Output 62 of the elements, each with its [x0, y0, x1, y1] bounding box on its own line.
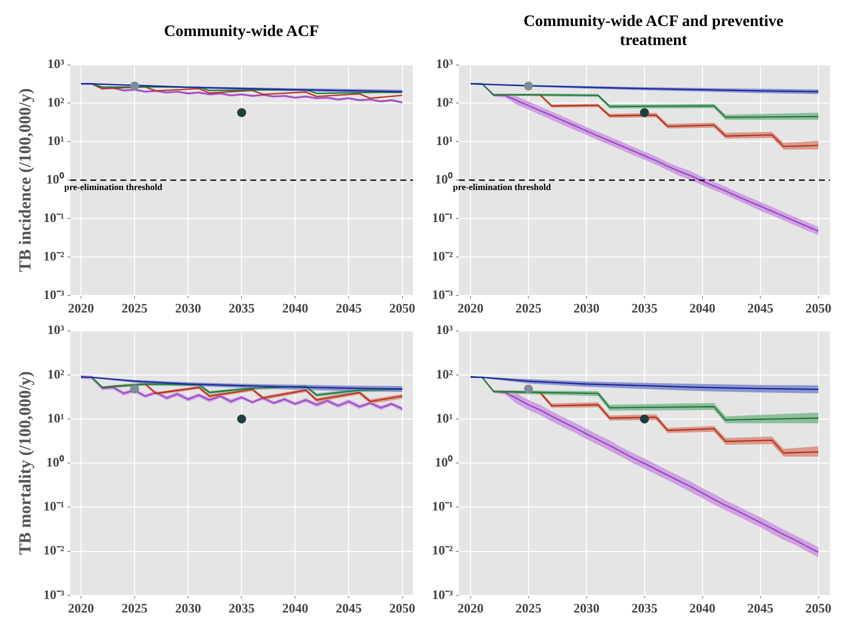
- x-tick-label: 2025: [515, 600, 542, 616]
- y-tick-label: 10²: [436, 366, 453, 382]
- x-tick-label: 2030: [175, 600, 202, 616]
- y-axis-title: TB mortality (/100,000/y): [16, 371, 35, 555]
- y-tick-label: 10⁰: [434, 171, 453, 186]
- x-tick-label: 2050: [805, 600, 832, 616]
- y-tick-label: 10³: [47, 56, 64, 72]
- y-tick-label: 10⁻³: [43, 286, 64, 302]
- x-tick-label: 2030: [573, 300, 600, 316]
- x-tick-label: 2045: [336, 600, 362, 616]
- y-tick-label: 10⁰: [434, 454, 453, 470]
- x-tick-label: 2035: [631, 300, 658, 316]
- x-tick-label: 2050: [389, 300, 416, 316]
- x-tick-label: 2050: [805, 300, 832, 316]
- x-tick-label: 2040: [282, 300, 308, 316]
- x-tick-label: 2035: [631, 600, 658, 616]
- x-tick-label: 2020: [68, 300, 94, 316]
- ref-line-label: pre-elimination threshold: [64, 182, 162, 192]
- x-tick-label: 2035: [228, 300, 256, 316]
- y-tick-label: 10⁻¹: [432, 498, 453, 514]
- y-tick-label: 10²: [47, 94, 64, 110]
- y-tick-label: 10⁻¹: [43, 498, 64, 514]
- x-tick-label: 2045: [747, 300, 774, 316]
- x-tick-label: 2040: [689, 600, 716, 616]
- y-tick-label: 10⁻²: [432, 542, 453, 558]
- y-tick-label: 10³: [436, 56, 453, 72]
- y-tick-label: 10⁻³: [432, 586, 453, 602]
- y-tick-label: 10⁻³: [432, 286, 453, 302]
- x-tick-label: 2025: [122, 600, 148, 616]
- y-axis-title: TB incidence (/100,000/y): [16, 88, 35, 272]
- y-tick-label: 10⁻³: [43, 586, 64, 602]
- x-tick-label: 2020: [68, 600, 94, 616]
- x-tick-label: 2045: [747, 600, 774, 616]
- y-tick-label: 10²: [436, 94, 453, 110]
- y-tick-label: 10²: [47, 366, 64, 382]
- y-tick-label: 10⁰: [46, 454, 64, 470]
- y-tick-label: 10³: [436, 322, 453, 338]
- x-tick-label: 2030: [573, 600, 600, 616]
- y-tick-label: 10⁻¹: [43, 210, 64, 225]
- y-tick-label: 10⁻¹: [432, 210, 453, 225]
- y-tick-label: 10¹: [47, 410, 64, 426]
- x-tick-label: 2025: [122, 300, 148, 316]
- x-tick-label: 2025: [515, 300, 542, 316]
- x-tick-label: 2020: [457, 300, 484, 316]
- y-tick-label: 10⁻²: [432, 248, 453, 264]
- x-tick-label: 2040: [282, 600, 308, 616]
- y-tick-label: 10⁻²: [43, 248, 64, 264]
- ref-line-label: pre-elimination threshold: [452, 182, 551, 192]
- y-tick-label: 10¹: [436, 410, 453, 426]
- x-tick-label: 2035: [228, 600, 256, 616]
- x-tick-label: 2020: [457, 600, 484, 616]
- x-tick-label: 2050: [389, 600, 416, 616]
- chart-title: Community-wide ACF: [162, 22, 320, 40]
- x-tick-label: 2040: [689, 300, 716, 316]
- y-tick-label: 10¹: [47, 133, 64, 148]
- x-tick-label: 2045: [336, 300, 362, 316]
- x-tick-label: 2030: [175, 300, 202, 316]
- y-tick-label: 10³: [47, 322, 64, 338]
- chart-title: Community-wide ACF and preventive treatment: [524, 12, 784, 50]
- y-tick-label: 10⁻²: [43, 542, 64, 558]
- y-tick-label: 10¹: [436, 133, 453, 148]
- y-tick-label: 10⁰: [46, 171, 64, 186]
